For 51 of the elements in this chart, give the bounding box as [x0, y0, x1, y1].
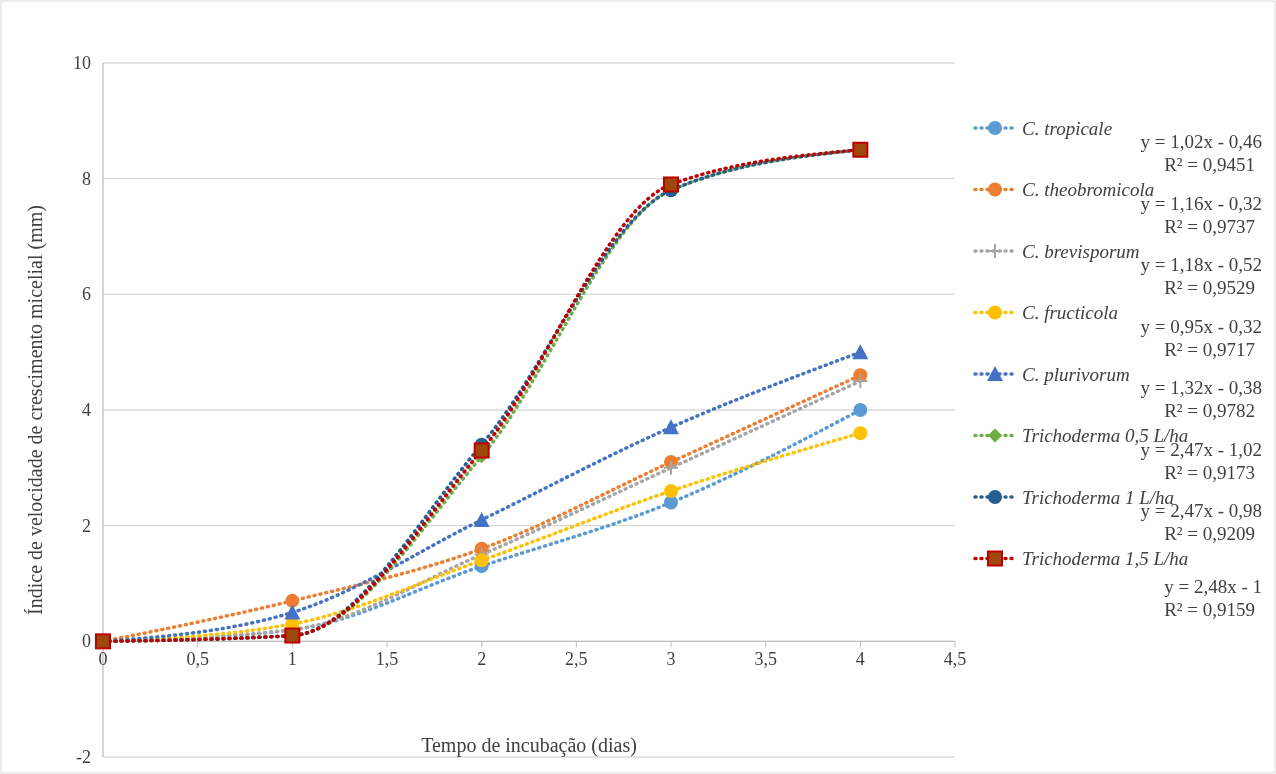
- x-tick-label: 0: [98, 649, 108, 670]
- x-tick-label: 4,5: [943, 649, 967, 670]
- y-tick-label: -2: [76, 747, 91, 767]
- point: [663, 176, 679, 193]
- text: y = 1,02x - 0,46: [1140, 131, 1262, 152]
- x-axis-title: Tempo de incubação (dias): [421, 734, 637, 757]
- x-tick-label: 4: [855, 649, 865, 670]
- legend-label: C. tropicale: [1022, 117, 1113, 139]
- text: y = 0,95x - 0,32: [1140, 315, 1262, 337]
- point: [853, 403, 868, 417]
- point: [853, 426, 868, 441]
- point: [852, 373, 869, 390]
- point: [664, 483, 678, 498]
- text: R² = 0,9782: [1164, 400, 1255, 421]
- point: [664, 495, 678, 510]
- x-tick-label: 3: [666, 649, 676, 670]
- text: y = 2,48x - 1: [1164, 575, 1262, 597]
- x-tick-label: 0,5: [186, 649, 209, 670]
- text: R² = 0,9209: [1164, 523, 1255, 544]
- text: R² = 0,9159: [1164, 598, 1255, 620]
- text: R² = 0,9717: [1164, 338, 1255, 360]
- y-tick-label: 0: [82, 631, 91, 652]
- y-axis-title: Índice de velocidade de crescimento micelial (mm): [24, 205, 47, 615]
- y-tick-label: 2: [82, 515, 91, 536]
- legend-label: C. brevisporum: [1022, 240, 1140, 262]
- x-tick-label: 1: [287, 649, 297, 670]
- text: R² = 0,9451: [1164, 154, 1255, 175]
- x-tick-label: 1,5: [375, 649, 399, 670]
- y-tick-label: 4: [82, 400, 91, 420]
- legend-label: C. fructicola: [1022, 302, 1119, 323]
- text: R² = 0,9737: [1164, 215, 1255, 237]
- y-tick-label: 10: [73, 53, 91, 73]
- text: y = 1,32x - 0,38: [1140, 377, 1262, 398]
- text: R² = 0,9173: [1164, 461, 1255, 483]
- point: [474, 553, 489, 568]
- y-tick-label: 8: [82, 168, 91, 189]
- x-tick-label: 3,5: [754, 649, 777, 670]
- text: R² = 0,9529: [1164, 277, 1255, 298]
- point: [852, 344, 869, 360]
- point: [663, 419, 679, 435]
- legend-label: C. plurivorum: [1022, 363, 1130, 385]
- legend-label: Trichoderma 1,5 L/ha: [1022, 548, 1189, 569]
- point: [473, 511, 490, 527]
- x-tick-label: 2,5: [565, 649, 588, 670]
- point: [663, 459, 679, 476]
- y-tick-label: 6: [82, 284, 91, 305]
- text: y = 1,18x - 0,52: [1140, 254, 1262, 275]
- point: [284, 604, 301, 620]
- point: [473, 442, 490, 459]
- x-tick-label: 2: [477, 649, 487, 670]
- point: [285, 593, 300, 608]
